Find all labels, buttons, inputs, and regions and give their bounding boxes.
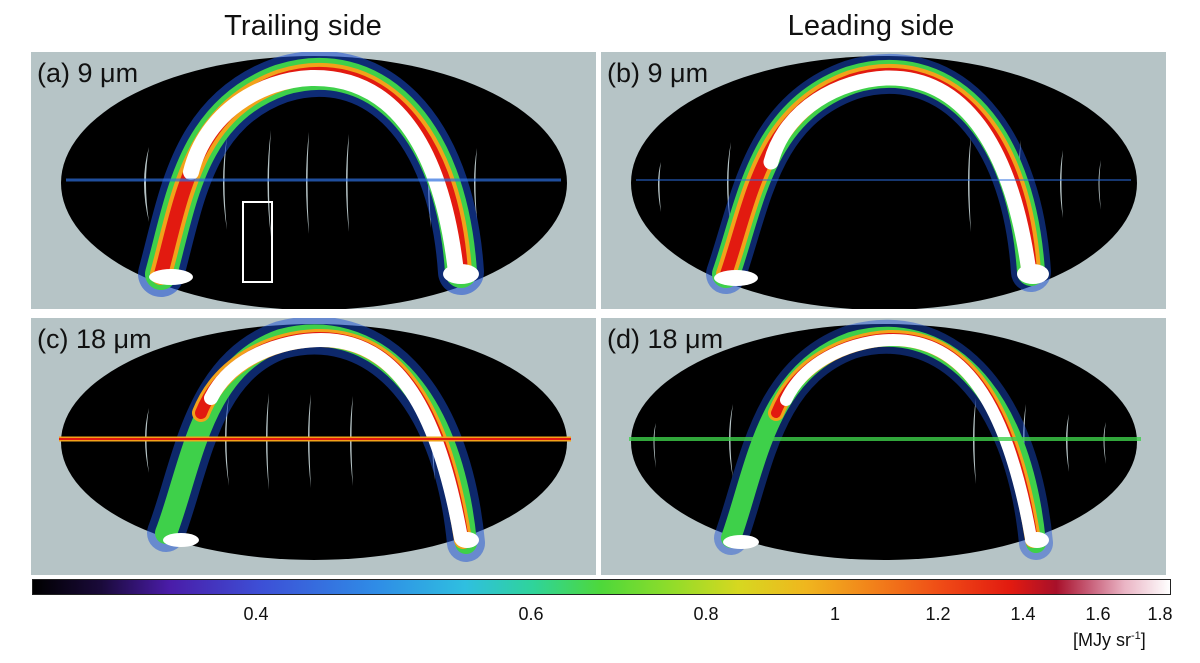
panel-a-9um-trailing: (a) 9 μm xyxy=(31,52,596,309)
colorbar-tick: 1.6 xyxy=(1085,604,1111,624)
colorbar-tick: 0.8 xyxy=(693,604,719,624)
sky-map-ellipse xyxy=(631,324,1137,560)
map-d xyxy=(629,319,1141,560)
bright-blob xyxy=(163,533,199,547)
panel-b-9um-leading: (b) 9 μm xyxy=(601,52,1166,309)
panel-b-label: (b) 9 μm xyxy=(607,58,709,88)
galactic-plane-arc xyxy=(706,54,1051,294)
colorbar-tick: 1.2 xyxy=(925,604,951,624)
bright-blob xyxy=(455,532,479,548)
leading-side-title: Leading side xyxy=(787,10,955,42)
trailing-side-title: Trailing side xyxy=(224,10,382,42)
galactic-plane-arc xyxy=(147,318,485,562)
bright-blob xyxy=(723,535,759,549)
bright-blob xyxy=(714,270,758,286)
colorbar-unit: [MJy sr-1] xyxy=(1073,630,1146,650)
colorbar-tick: 1.8 xyxy=(1147,604,1173,624)
bright-blob xyxy=(1017,264,1049,284)
bright-blob xyxy=(149,269,193,285)
panel-d-label: (d) 18 μm xyxy=(607,324,724,354)
bright-blob xyxy=(443,264,479,284)
panel-c-18um-trailing: (c) 18 μm xyxy=(31,318,596,575)
panel-d-18um-leading: (d) 18 μm xyxy=(601,318,1166,575)
panel-a-label: (a) 9 μm xyxy=(37,58,139,88)
galactic-plane-arc xyxy=(714,319,1053,560)
map-b xyxy=(631,54,1137,309)
map-c xyxy=(59,318,571,562)
highlight-box xyxy=(242,201,273,283)
map-a xyxy=(61,52,567,309)
colorbar-tick: 0.4 xyxy=(243,604,269,624)
sky-map-ellipse xyxy=(61,324,567,560)
colorbar-tick: 0.6 xyxy=(518,604,544,624)
bright-blob xyxy=(1025,532,1049,548)
colorbar-tick: 1.4 xyxy=(1010,604,1036,624)
colorbar xyxy=(32,579,1171,595)
panel-c-label: (c) 18 μm xyxy=(37,324,152,354)
colorbar-tick: 1 xyxy=(829,604,841,624)
